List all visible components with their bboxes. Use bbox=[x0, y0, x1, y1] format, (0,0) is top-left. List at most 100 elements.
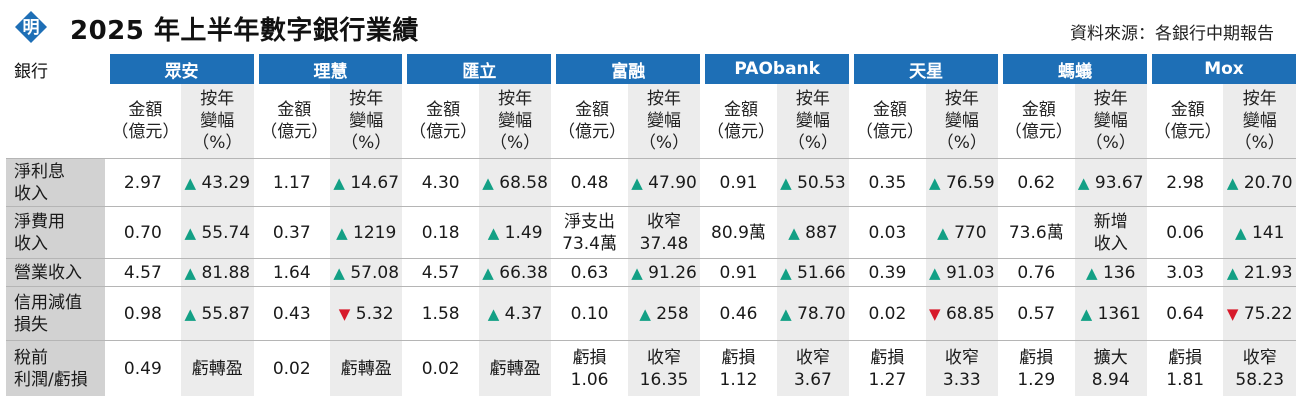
amount-header: 金額 （億元） bbox=[700, 84, 776, 158]
newspaper-logo-icon: 明 bbox=[15, 11, 47, 43]
row-label: 營業收入 bbox=[6, 258, 105, 286]
row-label: 淨費用 收入 bbox=[6, 206, 105, 258]
change-value: 136 bbox=[1102, 262, 1136, 283]
amount-cell: 2.98 bbox=[1146, 158, 1224, 206]
cell-line: ▲ 20.70 bbox=[1223, 172, 1296, 194]
cell-line: （%） bbox=[638, 133, 690, 153]
change-value: 1219 bbox=[353, 222, 397, 243]
change-cell: ▲ 258 bbox=[627, 286, 701, 340]
change-cell: 虧轉盈 bbox=[478, 340, 552, 396]
change-value: 770 bbox=[954, 222, 987, 243]
cell-line: （億元） bbox=[706, 122, 775, 142]
cell-line: 收窄 bbox=[647, 211, 682, 232]
cell-line: （億元） bbox=[111, 122, 180, 142]
change-header: 按年 變幅 （%） bbox=[1223, 84, 1296, 158]
change-value: 51.66 bbox=[797, 262, 846, 283]
cell-line: 利潤/虧損 bbox=[14, 369, 88, 390]
cell-line: 金額 bbox=[128, 100, 163, 120]
cell-line: ▲ 50.53 bbox=[777, 172, 849, 194]
cell-line: 2.98 bbox=[1166, 172, 1205, 193]
cell-line: 1.06 bbox=[570, 369, 609, 390]
amount-header: 金額 （億元） bbox=[998, 84, 1074, 158]
change-cell: ▲ 76.59 bbox=[925, 158, 999, 206]
triangle-up-icon: ▲ bbox=[780, 173, 792, 192]
triangle-up-icon: ▲ bbox=[1086, 263, 1098, 282]
cell-line: ▲ 770 bbox=[926, 222, 998, 244]
cell-line: （億元） bbox=[558, 122, 627, 142]
cell-line: ▲ 78.70 bbox=[777, 303, 849, 325]
cell-line: 收入 bbox=[1093, 233, 1128, 254]
cell-line: 金額 bbox=[426, 100, 461, 120]
cell-line: ▲ 55.87 bbox=[181, 303, 253, 325]
triangle-up-icon: ▲ bbox=[639, 304, 651, 323]
change-cell: 收窄 37.48 bbox=[627, 206, 701, 258]
bank-header: 天星 bbox=[849, 54, 999, 84]
triangle-down-icon: ▼ bbox=[1226, 304, 1239, 323]
cell-line: ▲ 81.88 bbox=[181, 262, 253, 284]
cell-line: （%） bbox=[490, 133, 541, 153]
cell-line: 變幅 bbox=[944, 111, 979, 131]
cell-line: ▲ 1219 bbox=[330, 222, 402, 244]
triangle-up-icon: ▲ bbox=[333, 173, 345, 192]
amount-header: 金額 （億元） bbox=[253, 84, 330, 158]
change-value: 1361 bbox=[1097, 303, 1141, 324]
cell-line: 金額 bbox=[277, 100, 312, 120]
triangle-up-icon: ▲ bbox=[929, 263, 941, 282]
cell-line: ▲ 55.74 bbox=[181, 222, 253, 244]
amount-cell: 4.30 bbox=[402, 158, 479, 206]
cell-line: 損失 bbox=[14, 314, 48, 335]
cell-line: 虧轉盈 bbox=[489, 358, 541, 379]
cell-line: （%） bbox=[341, 133, 392, 153]
change-value: 20.70 bbox=[1243, 172, 1293, 193]
change-cell: ▲ 68.58 bbox=[478, 158, 552, 206]
cell-line: （億元） bbox=[409, 122, 478, 142]
triangle-up-icon: ▲ bbox=[788, 223, 800, 242]
amount-cell: 0.48 bbox=[551, 158, 628, 206]
change-cell: ▲ 91.26 bbox=[627, 258, 701, 286]
change-value: 66.38 bbox=[499, 262, 548, 283]
change-cell: ▼ 68.85 bbox=[925, 286, 999, 340]
amount-cell: 0.62 bbox=[998, 158, 1075, 206]
triangle-up-icon: ▲ bbox=[184, 173, 197, 192]
change-cell: ▲ 136 bbox=[1074, 258, 1147, 286]
table-body: 淨利息 收入 2.97 ▲ 43.29 1.17 ▲ 14.67 4.30 ▲ 68.58 0.… bbox=[6, 158, 1296, 396]
change-cell: ▲ 78.70 bbox=[776, 286, 850, 340]
amount-cell: 0.03 bbox=[849, 206, 926, 258]
cell-line: （%） bbox=[787, 133, 838, 153]
cell-line: ▲ 887 bbox=[777, 222, 849, 244]
triangle-up-icon: ▲ bbox=[631, 173, 643, 192]
amount-header: 金額 （億元） bbox=[551, 84, 627, 158]
cell-line: 37.48 bbox=[639, 233, 689, 254]
amount-cell: 0.98 bbox=[104, 286, 182, 340]
cell-line: 0.76 bbox=[1017, 262, 1056, 283]
cell-line: 1.64 bbox=[272, 262, 311, 283]
amount-cell: 虧損 1.27 bbox=[849, 340, 926, 396]
table-row: 淨費用 收入 0.70 ▲ 55.74 0.37 ▲ 1219 0.18 ▲ 1.49 淨支出 7… bbox=[6, 206, 1296, 258]
cell-line: 0.64 bbox=[1166, 303, 1205, 324]
cell-line: 按年 bbox=[795, 89, 830, 109]
change-cell: ▲ 1219 bbox=[329, 206, 403, 258]
cell-line: ▲ 91.26 bbox=[628, 262, 700, 284]
amount-cell: 0.70 bbox=[104, 206, 182, 258]
triangle-up-icon: ▲ bbox=[1077, 173, 1090, 192]
amount-header: 金額 （億元） bbox=[849, 84, 925, 158]
change-value: 91.03 bbox=[945, 262, 995, 283]
cell-line: 變幅 bbox=[795, 111, 830, 131]
cell-line: ▼ 68.85 bbox=[926, 303, 998, 325]
change-cell: ▲ 20.70 bbox=[1223, 158, 1296, 206]
cell-line: ▲ 66.38 bbox=[479, 262, 551, 284]
cell-line: ▲ 51.66 bbox=[777, 262, 849, 284]
cell-line: 0.48 bbox=[570, 172, 609, 193]
row-label: 淨利息 收入 bbox=[6, 158, 105, 206]
amount-cell: 0.49 bbox=[104, 340, 182, 396]
corner-label: 銀行 bbox=[14, 61, 48, 82]
table-row: 稅前 利潤/虧損 0.49 虧轉盈 0.02 虧轉盈 0.02 虧轉盈 虧損 1.06 收窄 16.3… bbox=[6, 340, 1296, 396]
change-value: 47.90 bbox=[648, 172, 697, 193]
cell-line: 淨支出 bbox=[564, 211, 616, 232]
amount-cell: 73.6萬 bbox=[998, 206, 1075, 258]
amount-cell: 0.37 bbox=[253, 206, 330, 258]
cell-line: 0.02 bbox=[272, 358, 311, 379]
cell-line: 金額 bbox=[1170, 100, 1205, 120]
cell-line: 0.49 bbox=[123, 358, 162, 379]
cell-line: （%） bbox=[1234, 133, 1285, 153]
